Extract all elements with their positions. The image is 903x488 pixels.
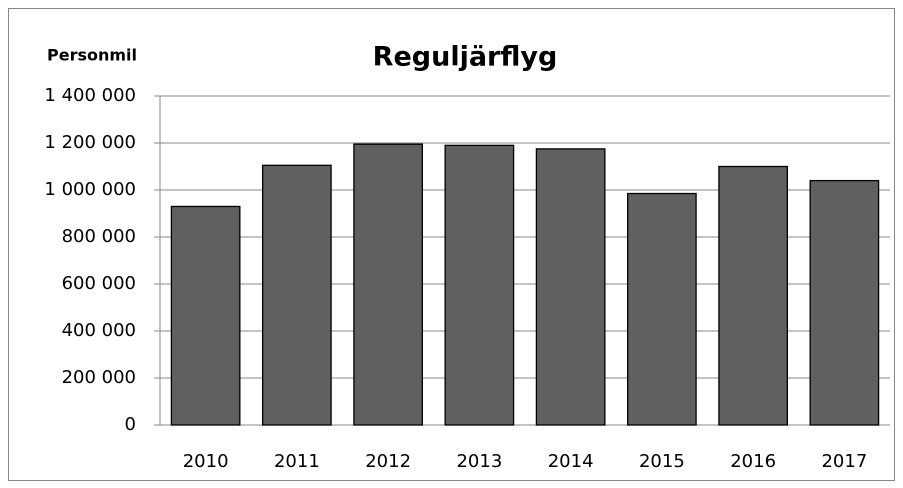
- y-tick-label: 0: [125, 414, 136, 435]
- bar: [627, 192, 697, 426]
- y-tick-label: 1 000 000: [44, 179, 136, 200]
- x-tick-label: 2014: [548, 451, 594, 472]
- bar: [535, 148, 606, 426]
- bar: [170, 205, 241, 426]
- y-tick-label: 1 400 000: [44, 85, 136, 106]
- y-tick-label: 200 000: [62, 367, 136, 388]
- bar: [718, 165, 788, 426]
- y-tick-label: 600 000: [62, 273, 136, 294]
- x-tick-label: 2017: [821, 451, 867, 472]
- x-tick-label: 2011: [274, 451, 320, 472]
- y-tick-label: 1 200 000: [44, 132, 136, 153]
- x-tick-label: 2013: [456, 451, 502, 472]
- x-tick-label: 2012: [365, 451, 411, 472]
- y-tick-label: 800 000: [62, 226, 136, 247]
- bar: [353, 143, 423, 426]
- bar: [809, 179, 880, 426]
- x-tick-label: 2016: [730, 451, 776, 472]
- x-tick-label: 2015: [639, 451, 685, 472]
- x-tick-label: 2010: [183, 451, 229, 472]
- y-axis-label: Personmil: [47, 46, 137, 65]
- chart-title: Reguljärflyg: [373, 42, 558, 73]
- bar: [262, 164, 332, 426]
- y-tick-label: 400 000: [62, 320, 136, 341]
- bar: [444, 144, 515, 426]
